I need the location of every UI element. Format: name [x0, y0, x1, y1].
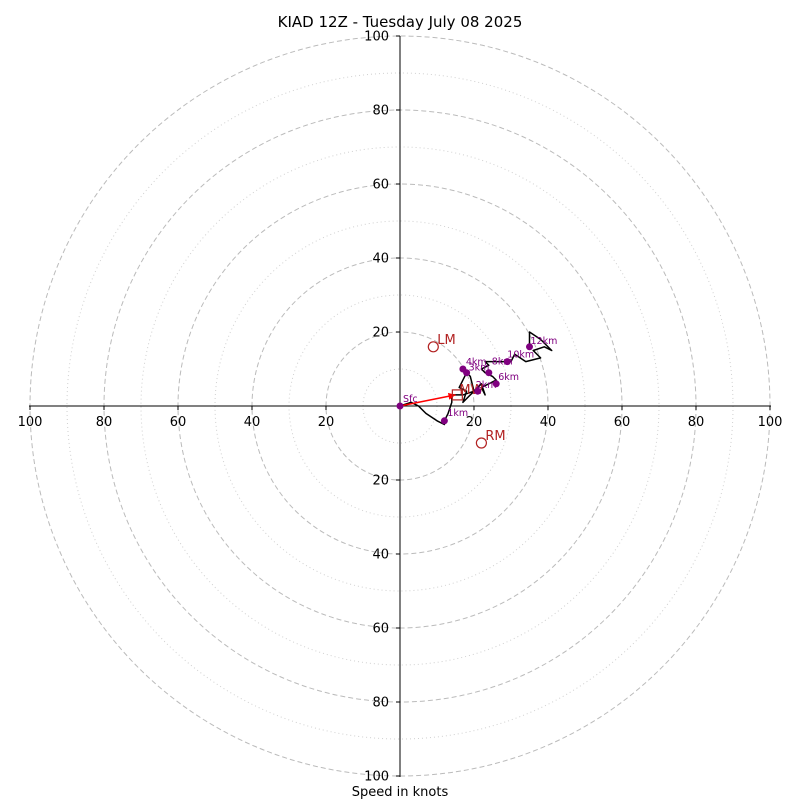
x-tick-label: 40 — [244, 415, 261, 430]
height-marker-dot — [474, 387, 482, 395]
mw-marker — [451, 389, 463, 401]
rm-marker — [475, 437, 487, 449]
y-tick-label: 20 — [372, 326, 389, 341]
lm-label: LM — [437, 333, 455, 348]
shear-vector-line — [399, 394, 456, 407]
y-tick-label: 40 — [372, 252, 389, 267]
height-marker-label: 1km — [447, 408, 468, 419]
x-tick-label: 100 — [18, 415, 43, 430]
rm-label: RM — [485, 429, 505, 444]
height-marker-dot — [459, 365, 467, 373]
x-tick-label: 20 — [318, 415, 335, 430]
height-marker-label: 4km — [466, 357, 487, 368]
hodograph-trace — [399, 331, 553, 426]
y-tick-label: 100 — [364, 30, 389, 45]
height-marker-dot — [526, 343, 533, 351]
height-marker-dot — [492, 380, 500, 388]
y-tick-label: 20 — [372, 474, 389, 489]
chart-title: KIAD 12Z - Tuesday July 08 2025 — [278, 13, 523, 31]
x-axis-label: Speed in knots — [352, 785, 449, 800]
shear-vector-arrowhead — [447, 392, 456, 400]
height-marker-dot — [396, 402, 404, 410]
hodograph-line — [399, 331, 553, 426]
axis-ticks: 100 80 60 40 20 20 40 60 80 100 100 80 60 40 20 20 40 60 8… — [18, 30, 783, 785]
y-tick-label: 80 — [372, 104, 389, 119]
height-marker-label: 6km — [498, 372, 519, 383]
height-marker-label: 12km — [531, 336, 558, 347]
x-tick-label: 100 — [758, 415, 783, 430]
x-tick-label: 40 — [540, 415, 557, 430]
x-tick-label: 60 — [614, 415, 631, 430]
height-marker-dot — [503, 358, 511, 366]
y-tick-label: 100 — [364, 770, 389, 785]
height-marker-label: Sfc — [403, 394, 418, 405]
height-marker-dot — [485, 369, 493, 377]
height-marker-label: 8km — [492, 357, 513, 368]
x-tick-label: 60 — [170, 415, 187, 430]
lm-marker — [427, 341, 439, 353]
y-tick-label: 80 — [372, 696, 389, 711]
x-tick-label: 20 — [466, 415, 483, 430]
height-marker-label: 3km — [469, 363, 490, 374]
height-marker-label: 2km — [476, 380, 497, 391]
y-tick-label: 40 — [372, 548, 389, 563]
x-tick-label: 80 — [96, 415, 113, 430]
height-marker-dot — [440, 417, 448, 425]
height-marker-label: 10km — [507, 350, 534, 361]
y-tick-label: 60 — [372, 178, 389, 193]
x-tick-label: 80 — [688, 415, 705, 430]
y-tick-label: 60 — [372, 622, 389, 637]
